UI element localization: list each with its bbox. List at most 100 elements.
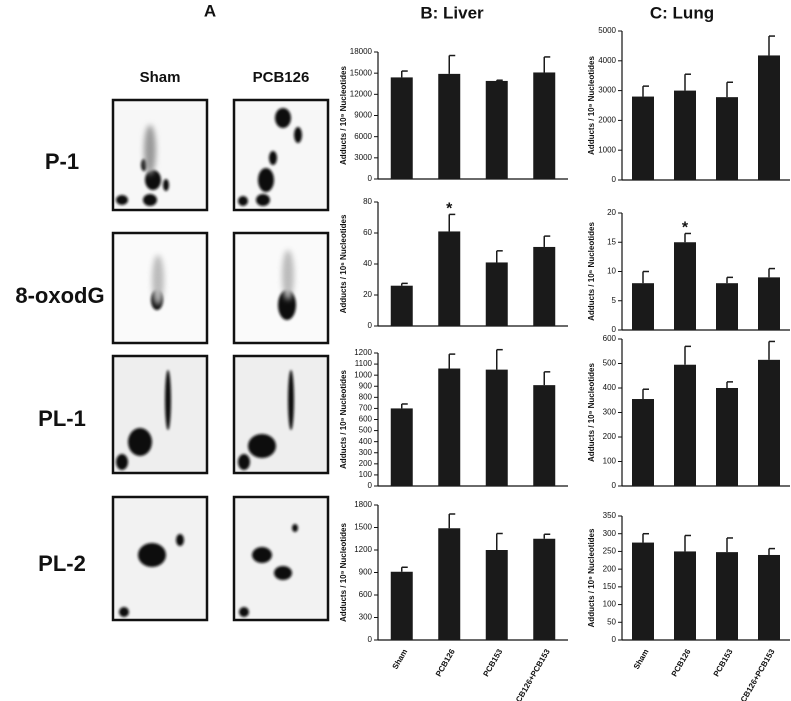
y-tick-label: 400: [603, 383, 617, 392]
panel-label: B: Liver: [420, 3, 484, 22]
y-tick-label: 40: [363, 259, 372, 268]
x-tick-label: PCB126: [434, 647, 457, 678]
bar: [758, 55, 780, 180]
y-tick-label: 60: [363, 228, 372, 237]
y-tick-label: 300: [603, 529, 617, 538]
bar: [632, 399, 654, 486]
y-tick-label: 350: [603, 511, 617, 520]
x-tick-label: PCB126+PCB153: [511, 647, 552, 701]
y-axis-label: Adducts / 10⁹ Nucleotides: [587, 362, 596, 461]
y-tick-label: 5: [612, 296, 617, 305]
y-tick-label: 900: [359, 568, 373, 577]
y-tick-label: 1200: [354, 545, 372, 554]
y-tick-label: 0: [368, 635, 373, 644]
panel-label: A: [204, 1, 216, 20]
bar: [485, 550, 508, 640]
bar: [533, 72, 556, 179]
y-tick-label: 250: [603, 547, 617, 556]
bar: [390, 571, 413, 640]
y-tick-label: 500: [603, 359, 617, 368]
y-tick-label: 0: [612, 635, 617, 644]
y-tick-label: 100: [603, 600, 617, 609]
bar: [758, 277, 780, 330]
y-tick-label: 500: [359, 426, 373, 435]
y-tick-label: 4000: [598, 56, 616, 65]
bar: [438, 73, 461, 179]
x-tick-label: Sham: [391, 648, 410, 671]
y-tick-label: 900: [359, 381, 373, 390]
y-tick-label: 3000: [354, 153, 372, 162]
bar: [390, 77, 413, 179]
bar: [438, 368, 461, 486]
y-tick-label: 300: [359, 448, 373, 457]
row-label: 8-oxodG: [15, 283, 104, 308]
y-axis-label: Adducts / 10⁹ Nucleotides: [339, 522, 348, 621]
bar: [632, 542, 654, 640]
y-tick-label: 1800: [354, 500, 372, 509]
bar: [533, 246, 556, 326]
y-axis-label: Adducts / 10⁹ Nucleotides: [587, 55, 596, 154]
bar: [758, 359, 780, 486]
y-tick-label: 20: [363, 290, 372, 299]
bar: [674, 242, 696, 330]
y-tick-label: 12000: [350, 89, 373, 98]
annotation: *: [682, 220, 689, 237]
y-tick-label: 300: [603, 408, 617, 417]
y-tick-label: 20: [607, 208, 616, 217]
y-tick-label: 100: [359, 470, 373, 479]
bar: [716, 97, 738, 180]
y-tick-label: 1200: [354, 348, 372, 357]
y-axis-label: Adducts / 10⁹ Nucleotides: [339, 369, 348, 468]
y-tick-label: 2000: [598, 116, 616, 125]
column-label: PCB126: [253, 69, 310, 86]
y-tick-label: 300: [359, 613, 373, 622]
y-tick-label: 100: [603, 457, 617, 466]
y-tick-label: 15: [607, 237, 616, 246]
y-tick-label: 0: [612, 175, 617, 184]
y-tick-label: 18000: [350, 47, 373, 56]
bar: [758, 554, 780, 640]
bar: [390, 408, 413, 486]
bar: [438, 231, 461, 326]
bar: [485, 369, 508, 486]
y-axis-label: Adducts / 10⁶ Nucleotides: [587, 222, 596, 321]
y-tick-label: 0: [612, 325, 617, 334]
x-tick-label: Sham: [632, 648, 651, 671]
y-tick-label: 800: [359, 392, 373, 401]
x-tick-label: PCB126: [670, 647, 693, 678]
y-tick-label: 150: [603, 582, 617, 591]
y-tick-label: 5000: [598, 26, 616, 35]
y-tick-label: 80: [363, 197, 372, 206]
y-tick-label: 200: [359, 459, 373, 468]
y-axis-label: Adducts / 10⁹ Nucleotides: [339, 65, 348, 164]
y-tick-label: 200: [603, 564, 617, 573]
row-label: P-1: [45, 149, 79, 174]
bar: [438, 528, 461, 640]
bar: [716, 388, 738, 486]
bar: [533, 385, 556, 486]
y-tick-label: 9000: [354, 111, 372, 120]
column-label: Sham: [140, 69, 181, 86]
y-tick-label: 6000: [354, 132, 372, 141]
y-tick-label: 15000: [350, 68, 373, 77]
bar: [674, 551, 696, 640]
y-tick-label: 0: [368, 481, 373, 490]
y-tick-label: 1000: [354, 370, 372, 379]
annotation: *: [446, 201, 453, 218]
y-axis-label: Adducts / 10⁶ Nucleotides: [339, 214, 348, 313]
y-tick-label: 200: [603, 432, 617, 441]
y-tick-label: 600: [603, 334, 617, 343]
bar: [674, 364, 696, 486]
y-tick-label: 50: [607, 617, 616, 626]
y-tick-label: 400: [359, 437, 373, 446]
y-tick-label: 1500: [354, 523, 372, 532]
y-tick-label: 600: [359, 415, 373, 424]
row-label: PL-2: [38, 551, 86, 576]
y-tick-label: 1000: [598, 145, 616, 154]
bar: [485, 262, 508, 326]
bar: [674, 90, 696, 180]
bar: [390, 285, 413, 326]
panel-label: C: Lung: [650, 3, 714, 22]
x-tick-label: PCB153: [481, 647, 504, 678]
